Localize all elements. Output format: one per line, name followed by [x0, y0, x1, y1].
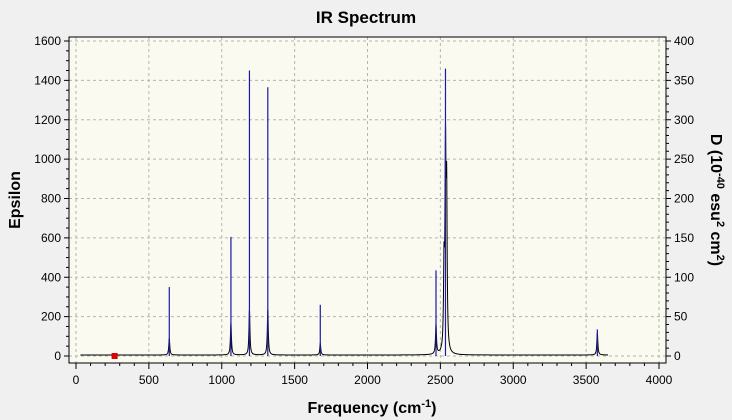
spectrum-layer [80, 122, 608, 356]
x-tick-label: 500 [139, 373, 159, 387]
y-axis-title: Epsilon [7, 171, 24, 229]
y-tick-label: 1400 [34, 73, 61, 87]
y2-tick-label: 300 [674, 113, 694, 127]
y-axis-right: 0 50 100 150 200 250 300 350 400 [666, 34, 694, 363]
spectrum-line [80, 122, 608, 356]
y2-tick-label: 250 [674, 152, 694, 166]
y-tick-label: 0 [54, 349, 61, 363]
stick-layer [168, 68, 598, 356]
marker-layer [111, 353, 118, 359]
chart-title: IR Spectrum [316, 8, 416, 27]
y-tick-label: 1600 [34, 34, 61, 48]
y-tick-label: 400 [41, 270, 61, 284]
x-tick-label: 2000 [354, 373, 381, 387]
x-tick-label: 2500 [427, 373, 454, 387]
y2-tick-label: 400 [674, 34, 694, 48]
x-tick-label: 1000 [208, 373, 235, 387]
x-tick-label: 0 [73, 373, 80, 387]
grid-lines [69, 37, 666, 363]
x-axis-title: Frequency (cm-1) [308, 398, 437, 417]
y2-tick-label: 0 [674, 349, 681, 363]
y2-tick-label: 100 [674, 270, 694, 284]
y-tick-label: 600 [41, 231, 61, 245]
y-tick-label: 1200 [34, 113, 61, 127]
x-tick-label: 3500 [573, 373, 600, 387]
y2-tick-label: 350 [674, 73, 694, 87]
y-axis-left: 0 200 400 600 800 1000 1200 1400 1600 [34, 34, 69, 363]
y-tick-label: 200 [41, 310, 61, 324]
y-tick-label: 800 [41, 192, 61, 206]
x-axis: 0 500 1000 1500 2000 2500 3000 3500 4000 [73, 363, 673, 387]
x-tick-label: 3000 [500, 373, 527, 387]
y2-tick-label: 50 [674, 310, 688, 324]
y2-tick-label: 150 [674, 231, 694, 245]
x-tick-label: 4000 [646, 373, 673, 387]
y2-tick-label: 200 [674, 192, 694, 206]
y2-axis-title: D (10-40 esu2 cm2) [707, 134, 726, 266]
x-tick-label: 1500 [281, 373, 308, 387]
y-tick-label: 1000 [34, 152, 61, 166]
selection-marker [111, 353, 118, 359]
